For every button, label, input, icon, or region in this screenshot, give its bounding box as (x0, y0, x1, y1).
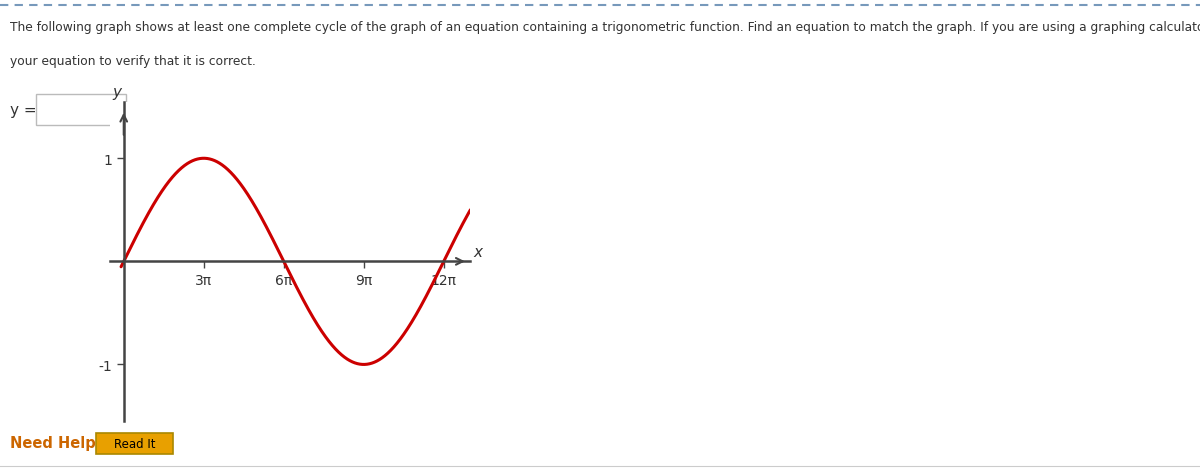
Text: your equation to verify that it is correct.: your equation to verify that it is corre… (10, 55, 256, 68)
Text: y =: y = (10, 102, 36, 117)
FancyBboxPatch shape (36, 95, 126, 126)
Text: Read It: Read It (114, 436, 155, 450)
FancyBboxPatch shape (96, 433, 173, 454)
Text: The following graph shows at least one complete cycle of the graph of an equatio: The following graph shows at least one c… (10, 21, 1200, 34)
Text: Need Help?: Need Help? (10, 436, 104, 450)
Text: y: y (112, 85, 121, 100)
Text: x: x (473, 245, 482, 260)
